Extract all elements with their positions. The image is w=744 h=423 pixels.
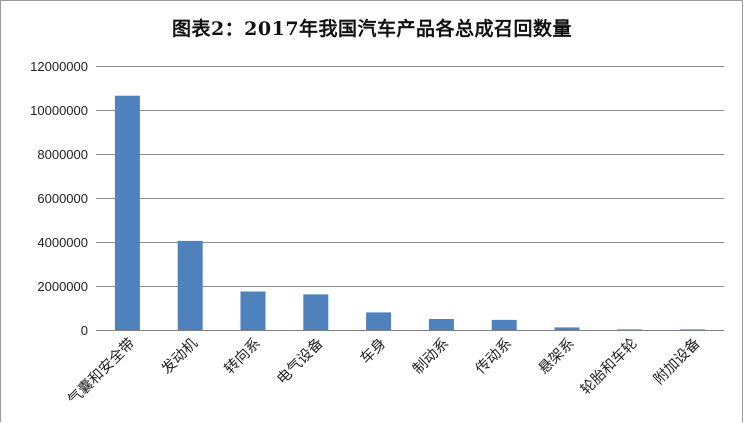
bars <box>114 95 706 330</box>
bar <box>491 319 517 330</box>
y-axis-tick-labels: 0 2000000 4000000 6000000 8000000 10000000 120… <box>30 59 88 338</box>
y-tick-label: 6000000 <box>37 191 88 206</box>
y-tick-label: 8000000 <box>37 147 88 162</box>
bar <box>177 240 203 330</box>
y-tick-label: 12000000 <box>30 59 88 74</box>
x-category-label: 电气设备 <box>274 334 327 387</box>
x-category-label: 悬架系 <box>535 335 578 378</box>
bar <box>114 95 140 330</box>
chart-title: 图表2：2017年我国汽车产品各总成召回数量 <box>171 18 573 40</box>
gridlines <box>96 66 724 287</box>
bar <box>428 319 454 330</box>
y-tick-label: 10000000 <box>30 103 88 118</box>
x-category-label: 制动系 <box>409 335 452 378</box>
bar <box>617 329 643 330</box>
x-category-label: 气囊和安全带 <box>64 334 138 408</box>
bar <box>240 291 266 330</box>
y-tick-label: 4000000 <box>37 235 88 250</box>
x-category-label: 附加设备 <box>650 334 703 387</box>
y-tick-label: 2000000 <box>37 279 88 294</box>
bar <box>366 312 392 330</box>
x-axis-category-labels: 气囊和安全带 发动机 转向系 电气设备 车身 制动系 传动系 悬架系 轮胎和车轮 附加设备 <box>64 334 704 408</box>
bar <box>554 327 580 330</box>
x-category-label: 发动机 <box>158 334 201 377</box>
x-category-label: 传动系 <box>472 335 515 378</box>
x-category-label: 转向系 <box>221 335 264 378</box>
x-category-label: 车身 <box>357 335 390 368</box>
bar <box>303 294 329 330</box>
bar <box>680 329 706 330</box>
y-tick-label: 0 <box>81 323 88 338</box>
x-category-label: 轮胎和车轮 <box>577 335 640 398</box>
